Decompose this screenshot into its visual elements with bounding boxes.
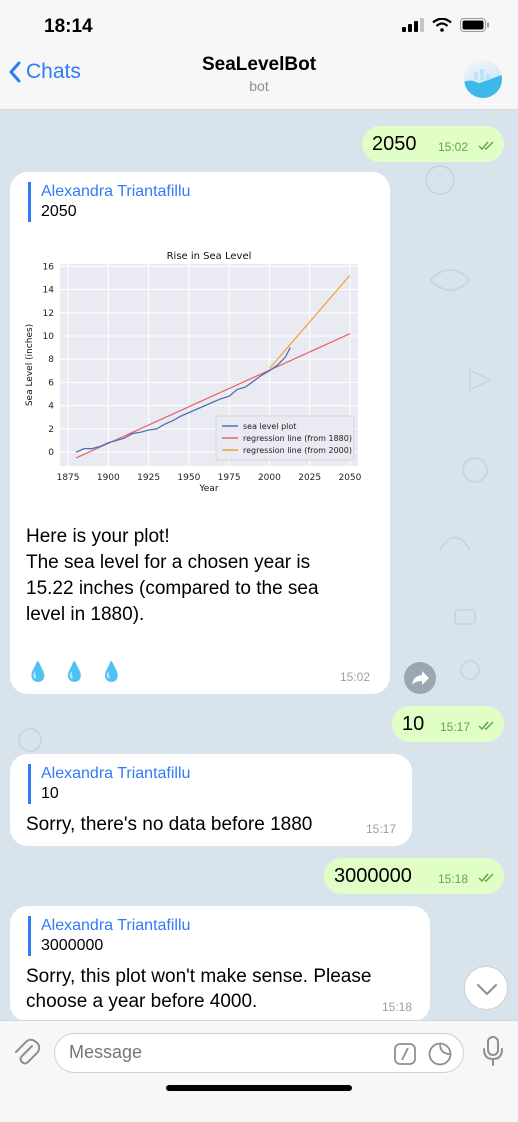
message-time: 15:18 [382,1000,413,1014]
series-line-regression-2000 [268,275,351,369]
outgoing-message[interactable]: 3000000 15:18 [324,858,504,894]
status-time: 18:14 [44,16,93,37]
legend-entry: regression line (from 2000) [243,446,352,455]
message-line: 15.22 inches (compared to the sea [26,578,319,599]
message-time: 15:17 [366,822,397,836]
message-text: Sorry, there's no data before 1880 [26,814,313,835]
message-text: 2050 [372,133,417,155]
input-bar [0,1020,518,1122]
incoming-message-plot[interactable]: Alexandra Triantafillu 2050 1875 1900 1925… [10,172,390,694]
message-time: 15:18 [438,872,469,886]
reply-quote[interactable]: Alexandra Triantafillu 10 [28,764,368,804]
reply-text: 2050 [41,203,77,220]
incoming-message[interactable]: Alexandra Triantafillu 10 Sorry, there's… [10,754,412,846]
status-icons [402,18,490,32]
series-line-sea-level [75,347,291,453]
reply-text: 10 [41,785,59,802]
x-tick-label: 2050 [338,473,361,483]
message-body: Sorry, this plot won't make sense. Pleas… [26,964,371,1014]
message-time: 15:17 [440,720,471,734]
chat-header: Chats SeaLevelBot bot [0,44,518,110]
message-body: Here is your plot! The sea level for a c… [26,524,319,628]
message-text: 10 [402,713,425,735]
x-tick-label: 2000 [258,473,281,483]
message-field[interactable] [54,1033,464,1073]
reply-quote[interactable]: Alexandra Triantafillu 2050 [28,182,368,222]
sticker-icon[interactable] [427,1041,453,1067]
message-line: The sea level for a chosen year is [26,552,311,573]
sea-level-avatar-icon [464,69,502,98]
legend-box [215,415,355,461]
chevron-left-icon [9,61,21,83]
water-drop-reactions[interactable]: 💧 💧 💧 [26,662,128,683]
attach-icon[interactable] [12,1037,40,1067]
y-tick-label: 12 [43,309,54,319]
back-button[interactable]: Chats [8,60,81,84]
scroll-down-button[interactable] [464,966,508,1010]
forward-button[interactable] [404,662,436,694]
reply-author: Alexandra Triantafillu [41,917,191,934]
chevron-down-icon [477,984,497,996]
message-input[interactable] [69,1042,369,1063]
message-line: choose a year before 4000. [26,991,258,1012]
x-tick-label: 2025 [298,473,321,483]
y-tick-label: 4 [48,402,54,412]
legend-entry: sea level plot [243,422,296,431]
double-check-icon [478,721,494,731]
forward-icon [412,671,429,685]
message-line: level in 1880). [26,604,145,625]
message-line: Here is your plot! [26,526,170,547]
back-label[interactable]: Chats [26,60,81,83]
outgoing-message[interactable]: 10 15:17 [392,706,504,742]
chat-title-block[interactable]: SeaLevelBot bot [0,54,518,94]
double-check-icon [478,873,494,883]
y-tick-label: 16 [43,262,55,272]
x-axis-label: Year [198,484,218,494]
series-line-regression-1880 [75,333,351,459]
x-tick-label: 1950 [177,473,200,483]
chat-subtitle: bot [249,78,269,94]
bot-avatar[interactable] [464,60,502,98]
outgoing-message[interactable]: 2050 15:02 [362,126,504,162]
x-tick-label: 1925 [137,473,160,483]
y-axis-label: Sea Level (inches) [25,324,35,406]
cellular-signal-icon [402,18,424,32]
reply-author: Alexandra Triantafillu [41,765,191,782]
incoming-message[interactable]: Alexandra Triantafillu 3000000 Sorry, th… [10,906,430,1020]
chat-title[interactable]: SeaLevelBot [201,54,317,75]
reply-quote[interactable]: Alexandra Triantafillu 3000000 [28,916,368,956]
sea-level-chart[interactable]: 1875 1900 1925 1950 1975 2000 2025 2050 0 2 4 6 8 10 1… [20,248,380,510]
reply-text: 3000000 [41,937,104,954]
bot-command-icon[interactable] [393,1042,417,1066]
chat-area[interactable]: 2050 15:02 Alexandra Triantafillu 2050 1… [0,110,518,1020]
y-tick-label: 2 [48,425,54,435]
message-time: 15:02 [438,140,469,154]
status-bar: 18:14 [0,0,518,44]
x-tick-label: 1875 [57,473,80,483]
message-line: Sorry, this plot won't make sense. Pleas… [26,966,372,987]
y-tick-label: 10 [43,332,55,342]
message-text: 3000000 [334,865,412,887]
microphone-icon[interactable] [482,1035,504,1067]
message-time: 15:02 [340,670,371,684]
chart-title: Rise in Sea Level [167,251,252,262]
reply-author: Alexandra Triantafillu [41,183,191,200]
home-indicator[interactable] [166,1085,352,1091]
battery-icon [460,18,489,32]
y-tick-label: 6 [48,378,54,388]
legend-entry: regression line (from 1880) [243,434,352,443]
y-tick-label: 14 [43,286,55,296]
double-check-icon [478,141,494,151]
x-tick-label: 1975 [218,473,241,483]
y-tick-label: 0 [48,448,54,458]
x-tick-label: 1900 [97,473,120,483]
y-tick-label: 8 [48,355,54,365]
wifi-icon [432,18,452,32]
